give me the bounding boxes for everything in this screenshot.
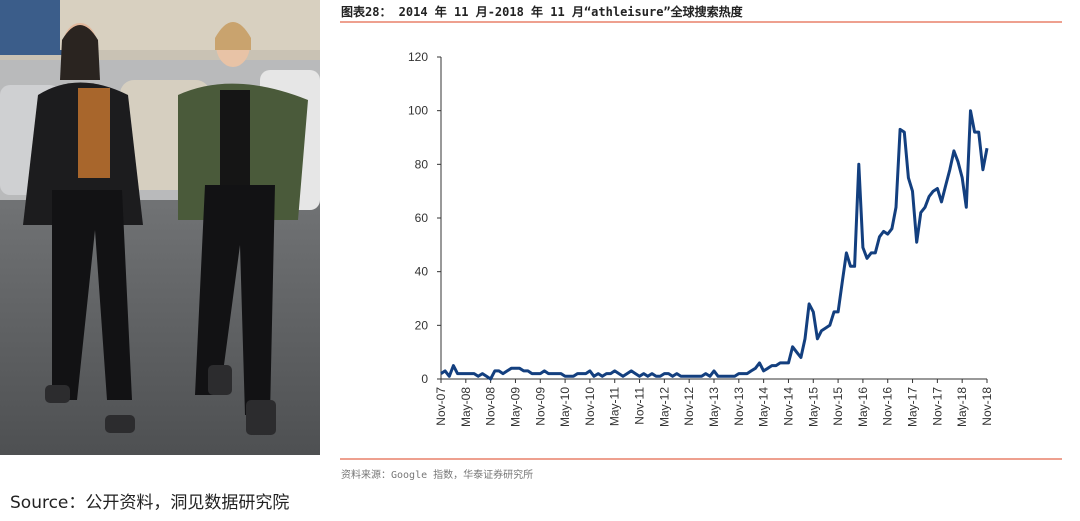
source-note: 资料来源：Google 指数，华泰证券研究所 bbox=[341, 468, 533, 481]
x-tick-label: Nov-08 bbox=[484, 387, 498, 426]
street-photo bbox=[0, 0, 320, 455]
y-axis: 0 20 40 60 80 100 120 bbox=[408, 50, 442, 386]
x-tick-label: Nov-13 bbox=[732, 387, 746, 426]
x-tick-label: May-16 bbox=[856, 387, 870, 427]
x-tick-label: May-09 bbox=[508, 387, 522, 427]
x-tick-label: Nov-09 bbox=[533, 387, 547, 426]
x-tick-label: May-10 bbox=[558, 387, 572, 427]
x-tick-label: May-08 bbox=[459, 387, 473, 427]
y-tick-label: 40 bbox=[415, 265, 429, 279]
y-tick-label: 80 bbox=[415, 157, 429, 171]
x-tick-label: May-11 bbox=[608, 387, 622, 426]
series-line bbox=[440, 109, 989, 381]
x-tick-label: Nov-17 bbox=[930, 387, 944, 426]
y-tick-label: 100 bbox=[408, 104, 428, 118]
x-tick-label: May-15 bbox=[806, 387, 820, 427]
x-tick-label: May-13 bbox=[707, 387, 721, 427]
x-tick-label: Nov-14 bbox=[781, 387, 795, 426]
x-tick-label: May-14 bbox=[757, 387, 771, 427]
x-tick-label: Nov-11 bbox=[633, 387, 647, 425]
x-tick-label: May-12 bbox=[657, 387, 671, 427]
y-tick-label: 120 bbox=[408, 50, 428, 64]
y-tick-label: 0 bbox=[421, 372, 428, 386]
y-tick-label: 20 bbox=[415, 318, 429, 332]
x-tick-label: Nov-16 bbox=[881, 387, 895, 426]
x-tick-label: Nov-15 bbox=[831, 387, 845, 426]
x-tick-label: Nov-10 bbox=[583, 387, 597, 426]
y-tick-label: 60 bbox=[415, 211, 429, 225]
x-tick-label: Nov-07 bbox=[434, 387, 448, 426]
x-tick-label: May-18 bbox=[955, 387, 969, 427]
x-tick-label: Nov-18 bbox=[980, 387, 994, 426]
x-tick-label: May-17 bbox=[906, 387, 920, 427]
x-axis: Nov-07 May-08 Nov-08 May-09 Nov-09 May-10 Nov-… bbox=[434, 378, 994, 427]
chart-title: 图表28： 2014 年 11 月-2018 年 11 月“athleisure… bbox=[341, 4, 744, 19]
x-tick-label: Nov-12 bbox=[682, 387, 696, 426]
footer-source: Source：公开资料，洞见数据研究院 bbox=[10, 493, 290, 513]
